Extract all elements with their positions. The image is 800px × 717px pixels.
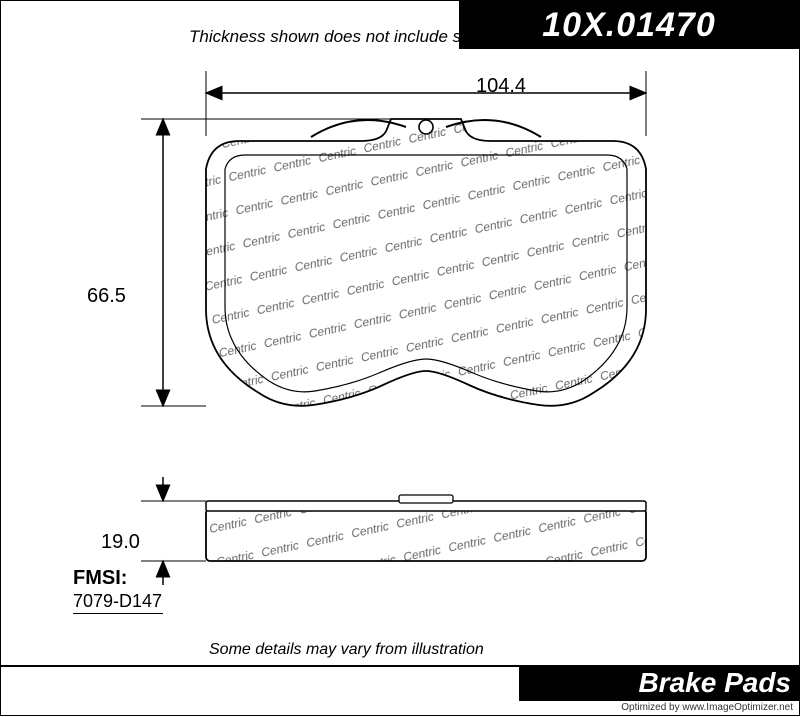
fmsi-code: 7079-D147 xyxy=(73,591,162,612)
footer-brand-bar: Brake Pads xyxy=(519,665,799,701)
optimizer-credit: Optimized by www.ImageOptimizer.net xyxy=(621,702,793,713)
width-dimension: 104.4 xyxy=(476,75,526,98)
fmsi-underline xyxy=(73,613,163,614)
height-dimension: 66.5 xyxy=(87,285,126,308)
disclaimer-text: Some details may vary from illustration xyxy=(209,641,484,659)
pad-side-view xyxy=(206,509,646,561)
pad-front-view xyxy=(206,119,646,406)
thickness-dimension: 19.0 xyxy=(101,531,140,554)
fmsi-label: FMSI: xyxy=(73,567,127,590)
footer-brand: Brake Pads xyxy=(638,667,791,699)
diagram-page: 10X.01470 Thickness shown does not inclu… xyxy=(0,0,800,716)
